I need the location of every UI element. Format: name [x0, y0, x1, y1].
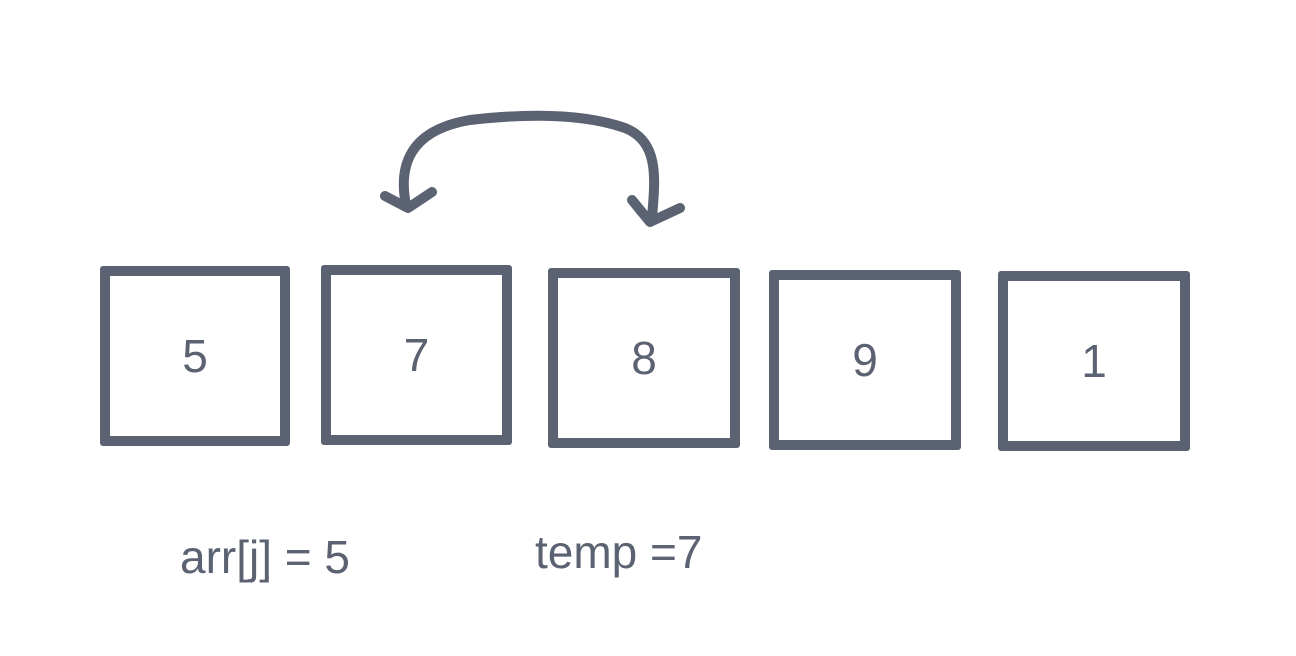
swap-arrow-right-head [627, 195, 685, 227]
array-cell-0: 5 [100, 266, 290, 446]
array-cell-3: 9 [769, 270, 961, 450]
array-cell-value: 5 [182, 330, 208, 382]
array-cell-2: 8 [548, 268, 740, 448]
array-cell-4: 1 [998, 271, 1190, 451]
swap-arrow-left-head [380, 187, 437, 213]
array-cell-value: 1 [1081, 335, 1107, 387]
array-cell-1: 7 [321, 265, 512, 445]
array-cell-value: 9 [852, 334, 878, 386]
array-cell-value: 8 [631, 332, 657, 384]
temp-label: temp =7 [535, 526, 703, 578]
swap-arrow-curve [398, 110, 660, 223]
array-cell-value: 7 [403, 329, 430, 381]
arr-j-label: arr[j] = 5 [180, 531, 351, 583]
